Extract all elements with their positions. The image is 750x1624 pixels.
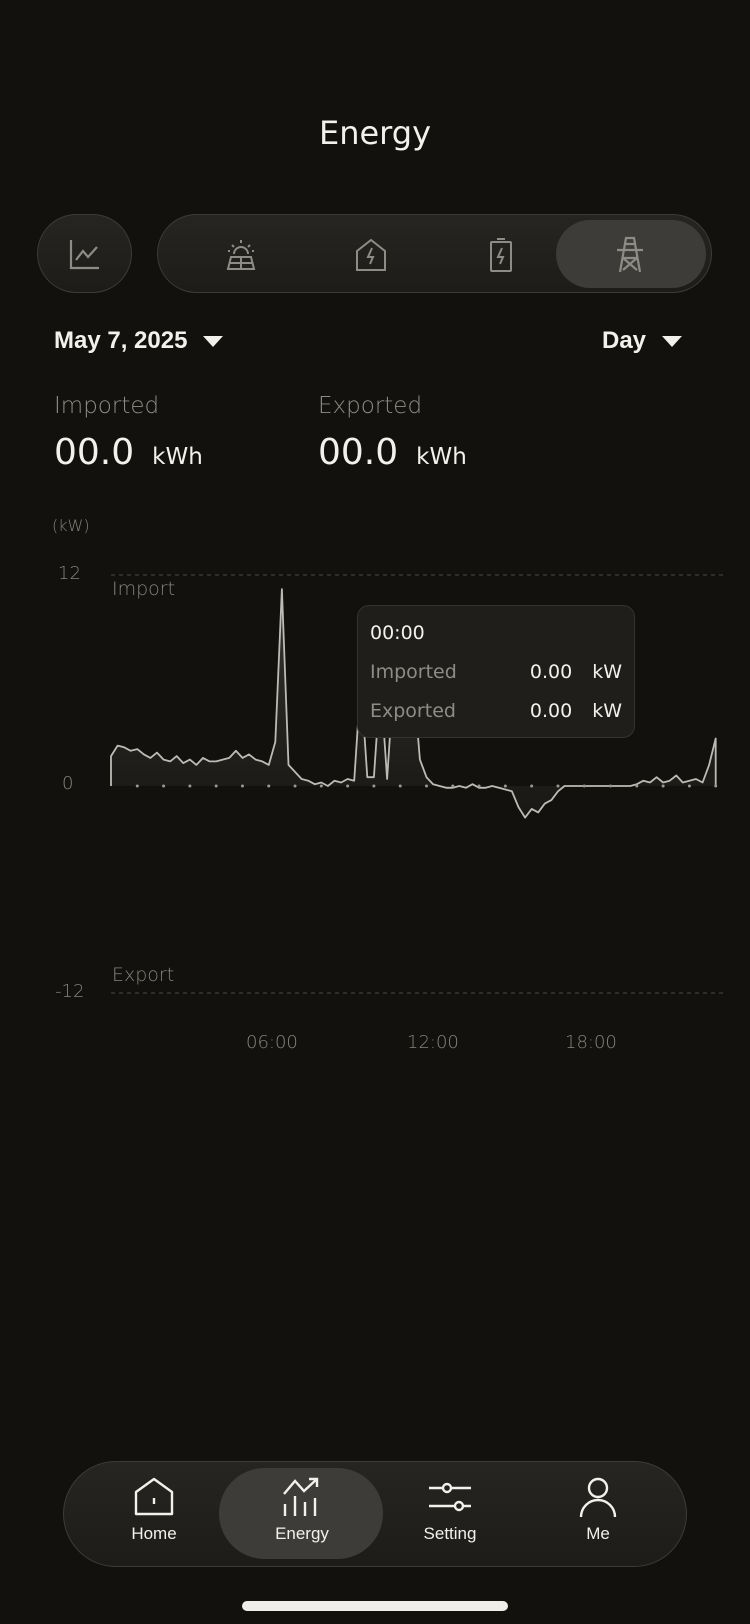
tab-grid[interactable] [610,235,650,275]
bottom-nav: Home Energy Setting Me [63,1461,687,1567]
hour-dot [582,784,586,788]
tooltip-time: 00:00 [370,622,425,644]
exported-label: Exported [318,393,423,419]
tooltip-value: 0.00 [529,700,573,722]
home-bolt-icon [356,238,386,271]
hour-dot [556,784,560,788]
caret-down-icon [662,335,683,347]
hour-dot [609,784,613,788]
period-label: Day [602,327,647,354]
chart-tooltip: 00:00 Imported 0.00 kW Exported 0.00 kW [357,605,635,738]
hour-dot [687,784,691,788]
hour-dot [477,784,481,788]
unit-label: (kW) [52,516,90,535]
nav-label: Me [586,1524,610,1543]
nav-active-highlight [219,1468,383,1559]
nav-label: Home [131,1524,177,1543]
hour-dot [188,784,192,788]
hour-dot [530,784,534,788]
tooltip-value: 0.00 [529,661,573,683]
home-icon [134,1477,174,1516]
imported-unit: kWh [152,444,203,470]
hour-dot [372,784,376,788]
y-tick-12: 12 [58,563,81,584]
tab-home[interactable] [351,235,391,275]
caret-down-icon [203,335,224,347]
x-tick-0600: 06:00 [246,1032,298,1053]
date-label: May 7, 2025 [54,327,188,354]
user-icon [579,1477,617,1518]
hour-dot [240,784,244,788]
export-region-label: Export [112,964,175,986]
y-tick-neg12: -12 [55,981,85,1002]
nav-setting[interactable]: Setting [390,1476,510,1544]
power-tower-icon [617,236,643,273]
x-tick-1800: 18:00 [565,1032,617,1053]
imported-number: 00.0 [54,432,135,473]
exported-value: 00.0 kWh [318,432,467,473]
tab-solar[interactable] [221,235,261,275]
home-indicator[interactable] [242,1601,508,1611]
y-tick-0: 0 [62,773,74,794]
date-picker[interactable]: May 7, 2025 [54,327,224,355]
tooltip-unit: kW [592,661,622,683]
tooltip-row-exported: Exported 0.00 kW [370,700,622,722]
imported-value: 00.0 kWh [54,432,203,473]
tab-battery[interactable] [481,235,521,275]
nav-label: Setting [423,1524,477,1543]
nav-me[interactable]: Me [538,1476,658,1544]
hour-dot [661,784,665,788]
hour-dot [214,784,218,788]
hour-dot [503,784,507,788]
tooltip-label: Exported [370,700,456,722]
energy-chart-icon [283,1477,319,1516]
exported-number: 00.0 [318,432,399,473]
hour-dot [267,784,271,788]
hour-dot [319,784,323,788]
tooltip-unit: kW [592,700,622,722]
nav-home[interactable]: Home [94,1476,214,1544]
sliders-icon [429,1482,471,1512]
source-tabs [157,214,712,293]
imported-label: Imported [54,393,160,419]
hour-dot [162,784,166,788]
energy-chart[interactable] [0,0,750,1100]
hour-dot [398,784,402,788]
hour-dot [714,784,718,788]
hour-dot [635,784,639,788]
nav-energy[interactable]: Energy [242,1476,362,1544]
hour-dot [451,784,455,788]
chart-view-button[interactable] [37,214,132,293]
exported-unit: kWh [416,444,467,470]
hour-dot [425,784,428,788]
battery-bolt-icon [490,238,512,272]
hour-dot [135,784,139,788]
line-chart-icon [69,239,99,269]
page-title: Energy [318,114,432,152]
solar-panel-icon [226,240,256,270]
hour-dot [346,784,350,788]
tooltip-row-imported: Imported 0.00 kW [370,661,622,683]
period-picker[interactable]: Day [602,327,683,355]
x-tick-1200: 12:00 [407,1032,459,1053]
active-tab-highlight [556,220,706,288]
hour-dot [293,784,297,788]
import-region-label: Import [112,578,176,600]
nav-label: Energy [275,1524,329,1543]
tooltip-label: Imported [370,661,457,683]
